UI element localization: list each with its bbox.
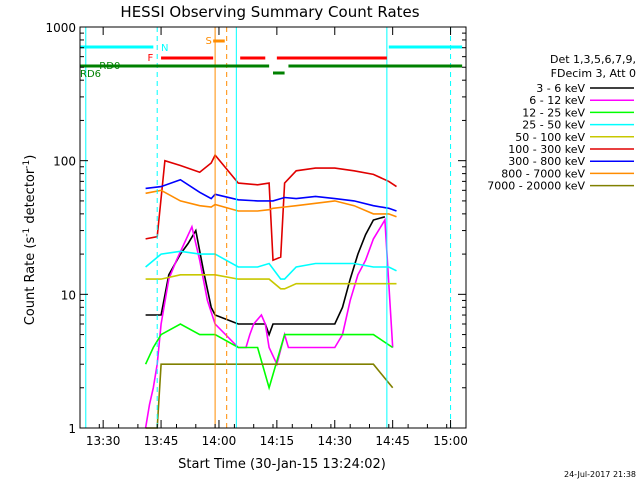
legend-label-7: 800 - 7000 keV xyxy=(501,167,585,180)
legend-label-4: 50 - 100 keV xyxy=(515,131,585,144)
legend: Det 1,3,5,6,7,9, FDecim 3, Att 0 3 - 6 k… xyxy=(487,53,636,193)
series-layer xyxy=(144,153,397,429)
legend-label-6: 300 - 800 keV xyxy=(508,155,585,168)
series-line-8 xyxy=(145,363,394,429)
series-line-3 xyxy=(145,250,397,280)
flag-label-S: S xyxy=(205,36,211,47)
legend-label-0: 3 - 6 keV xyxy=(536,82,585,95)
series-line-5 xyxy=(145,153,397,262)
y-tick-label: 100 xyxy=(53,155,76,169)
legend-label-1: 6 - 12 keV xyxy=(529,94,585,107)
y-tick-label: 1000 xyxy=(45,21,76,35)
y-axis-label-sup2: -1 xyxy=(22,160,32,169)
x-tick-label: 14:30 xyxy=(317,434,352,448)
series-line-0 xyxy=(145,216,386,337)
x-tick-label: 14:00 xyxy=(202,434,237,448)
flag-label-N: N xyxy=(161,43,168,54)
x-tick-label: 14:15 xyxy=(260,434,295,448)
x-axis: 13:30 13:45 14:00 14:15 14:30 14:45 15:00 xyxy=(79,27,468,448)
y-tick-label: 10 xyxy=(61,288,76,302)
y-axis-label-mid: detector xyxy=(23,168,38,228)
flag-label-RD6: RD6 xyxy=(80,69,101,80)
x-tick-label: 13:30 xyxy=(86,434,121,448)
legend-label-2: 12 - 25 keV xyxy=(522,106,585,119)
series-line-2 xyxy=(144,323,394,391)
legend-label-5: 100 - 300 keV xyxy=(508,143,585,156)
plot-frame xyxy=(79,26,467,429)
x-axis-label: Start Time (30-Jan-15 13:24:02) xyxy=(178,457,386,472)
x-tick-label: 15:00 xyxy=(433,434,468,448)
legend-title-2: FDecim 3, Att 0 xyxy=(551,67,636,80)
x-tick-label: 13:45 xyxy=(144,434,179,448)
series-line-7 xyxy=(145,189,397,218)
flag-label-F: F xyxy=(148,53,154,64)
legend-label-3: 25 - 50 keV xyxy=(522,119,585,132)
legend-title-1: Det 1,3,5,6,7,9, xyxy=(550,53,636,66)
y-axis-label-sup1: -1 xyxy=(22,228,32,237)
footer-date: 24-Jul-2017 21:38 xyxy=(564,470,636,479)
y-axis-label-end: ) xyxy=(23,155,38,160)
chart-title: HESSI Observing Summary Count Rates xyxy=(120,3,419,21)
flag-label-RD0: RD0 xyxy=(99,61,120,72)
y-tick-label: 1 xyxy=(68,422,76,436)
y-axis-label: Count Rate (s-1 detector-1) xyxy=(22,155,38,326)
y-axis-label-main: Count Rate (s xyxy=(23,237,38,326)
legend-label-8: 7000 - 20000 keV xyxy=(487,180,585,193)
y-axis: 1 10 100 1000 xyxy=(45,21,466,436)
series-line-6 xyxy=(145,178,397,212)
series-line-1 xyxy=(144,217,394,429)
x-tick-label: 14:45 xyxy=(375,434,410,448)
series-line-4 xyxy=(145,273,397,290)
